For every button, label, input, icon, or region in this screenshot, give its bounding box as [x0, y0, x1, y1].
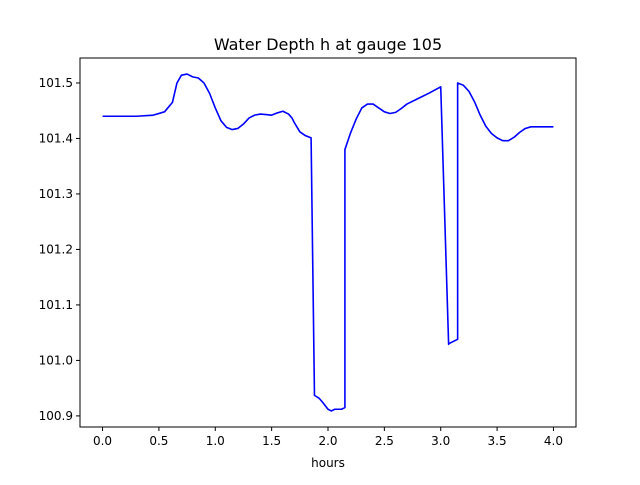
series-line-0: [102, 73, 554, 412]
y-axis: 100.9 101.0 101.1 101.2 101.3 101.4 101.5: [39, 76, 80, 423]
y-tick-label: 101.1: [39, 298, 73, 312]
y-tick-label: 101.0: [39, 353, 73, 367]
x-tick-label: 1.5: [262, 434, 281, 448]
series-layer: [102, 73, 554, 412]
x-tick-label: 2.5: [375, 434, 394, 448]
x-tick-label: 2.0: [318, 434, 337, 448]
chart-title: Water Depth h at gauge 105: [214, 35, 442, 54]
y-tick-label: 100.9: [39, 409, 73, 423]
y-tick-label: 101.2: [39, 242, 73, 256]
x-tick-label: 3.5: [488, 434, 507, 448]
x-tick-label: 3.0: [431, 434, 450, 448]
x-tick-label: 0.0: [93, 434, 112, 448]
x-axis: 0.0 0.5 1.0 1.5 2.0 2.5 3.0 3.5 4.0: [93, 427, 563, 448]
y-tick-label: 101.3: [39, 187, 73, 201]
x-axis-label: hours: [311, 456, 345, 470]
y-tick-label: 101.5: [39, 76, 73, 90]
y-tick-label: 101.4: [39, 131, 73, 145]
x-tick-label: 4.0: [544, 434, 563, 448]
x-tick-label: 1.0: [206, 434, 225, 448]
x-tick-label: 0.5: [149, 434, 168, 448]
